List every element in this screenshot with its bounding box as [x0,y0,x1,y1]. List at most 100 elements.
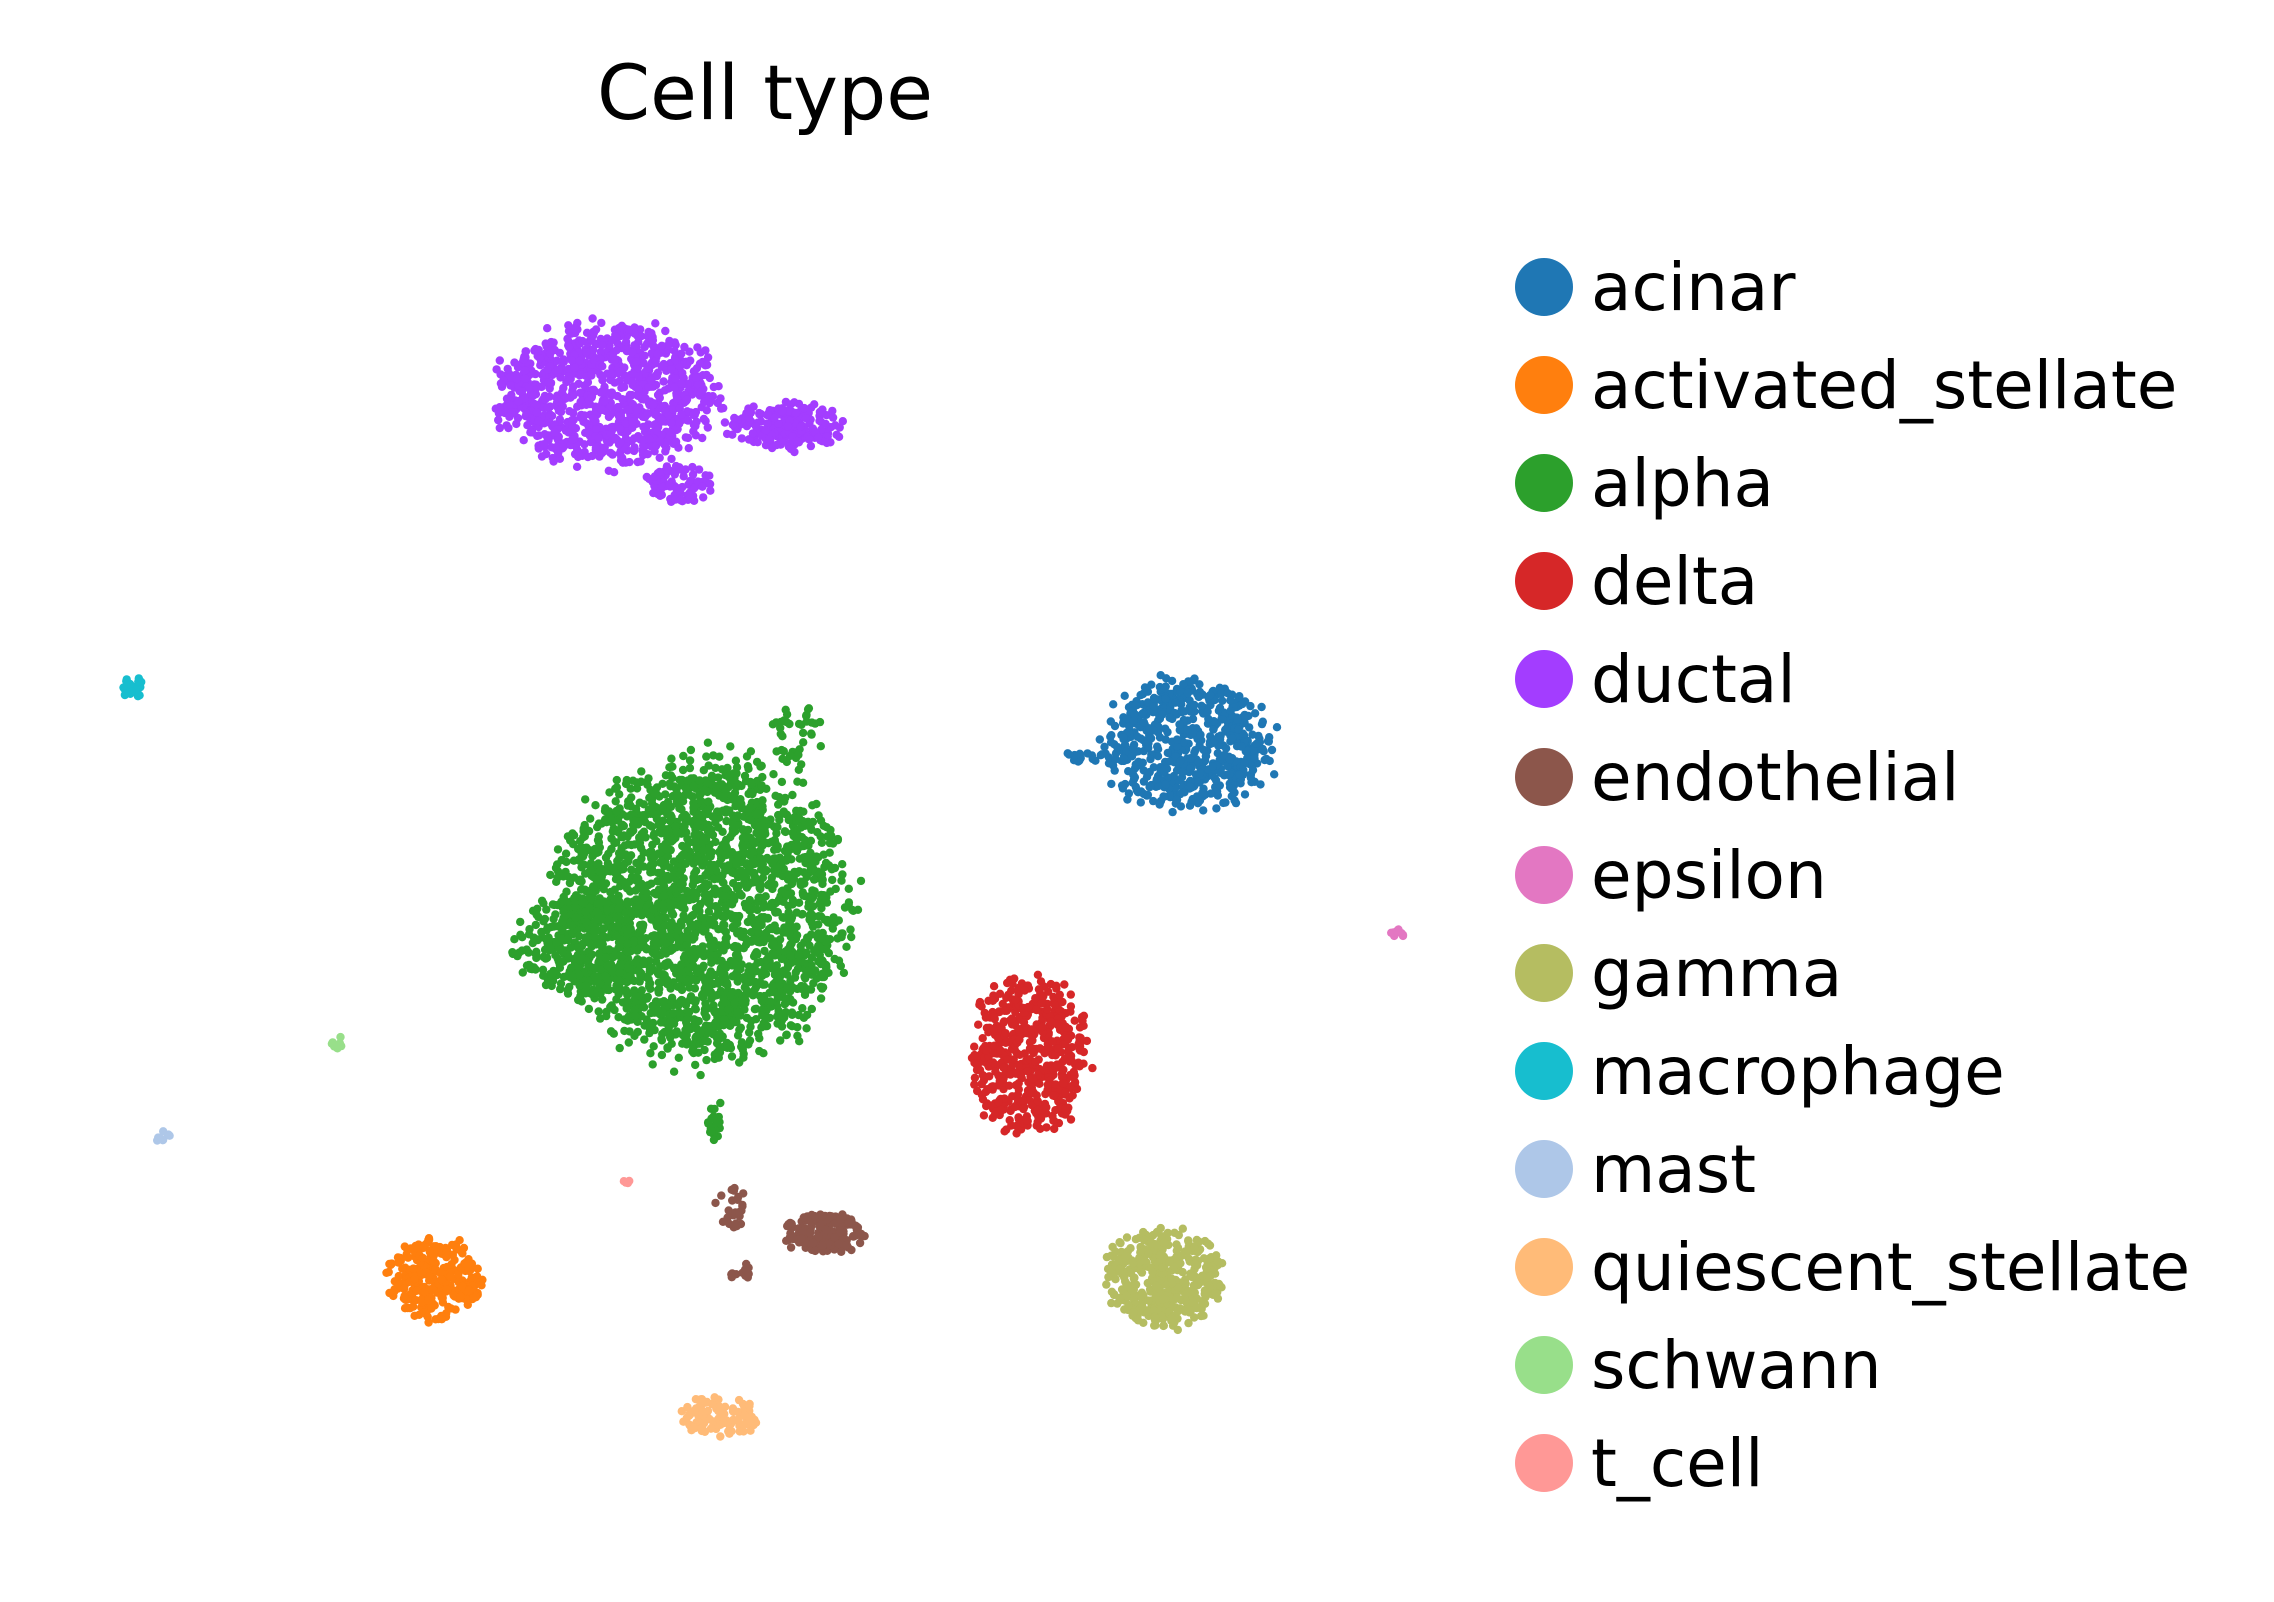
data-point [970,1050,979,1060]
data-point [719,1020,728,1030]
data-point [639,885,648,895]
data-point [803,967,812,976]
data-point [595,899,604,909]
data-point [632,784,642,793]
data-point [631,876,641,885]
data-point [649,831,658,841]
data-point [590,963,599,972]
data-point [399,1284,409,1294]
data-point [690,889,699,899]
data-point [717,891,727,900]
data-point [495,403,504,412]
data-point [799,738,808,747]
data-point [1183,688,1193,698]
data-point [1161,780,1170,789]
data-point [791,968,800,977]
series-alpha [508,704,866,1145]
data-point [754,928,763,937]
data-point [539,952,548,962]
data-point [780,827,790,836]
data-point [735,780,744,790]
data-point [601,972,610,981]
data-point [704,761,713,770]
data-point [1172,735,1182,744]
data-point [647,802,657,812]
data-point [816,742,825,751]
data-point [1176,686,1185,696]
data-point [1120,779,1130,789]
data-point [1267,745,1277,755]
data-point [526,428,535,437]
data-point [773,864,783,873]
data-point [582,917,591,927]
data-point [696,1070,705,1080]
data-point [996,1046,1005,1055]
data-point [602,1007,611,1016]
data-point [534,912,543,922]
data-point [749,952,759,961]
data-point [683,1036,692,1046]
data-point [796,877,806,886]
data-point [1062,1023,1071,1033]
data-point [564,952,573,962]
data-point [638,811,648,820]
data-point [758,967,767,977]
data-point [677,985,687,995]
data-point [710,875,719,884]
data-point [1227,734,1237,743]
data-point [601,879,611,888]
data-point [596,939,605,948]
data-point [1209,725,1218,734]
data-point [561,849,571,858]
data-point [814,920,823,929]
data-point [648,1060,657,1069]
data-point [604,861,614,871]
data-point [1053,1044,1063,1053]
data-point [679,911,688,920]
data-point [586,989,596,998]
data-point [658,1009,667,1018]
data-point [767,837,776,846]
data-point [1075,749,1085,758]
data-point [1158,710,1167,719]
data-point [607,845,616,854]
data-point [1154,781,1163,791]
data-point [988,996,997,1005]
data-point [690,984,700,993]
data-point [1175,720,1184,729]
data-point [410,1274,419,1284]
data-point [807,930,816,939]
data-point [656,877,665,886]
data-point [807,718,817,727]
data-point [553,845,563,854]
data-point [649,1042,658,1051]
data-point [518,968,527,977]
data-point [742,752,752,761]
data-point [1156,671,1165,680]
data-point [387,1259,396,1268]
data-point [1183,725,1192,734]
data-point [1007,1014,1017,1023]
data-point [623,939,632,948]
data-point [795,814,804,823]
data-point [1250,709,1260,718]
data-point [592,875,601,884]
data-point [994,1097,1003,1107]
data-point [822,962,831,972]
data-point [824,861,834,870]
data-point [1237,742,1246,751]
data-point [681,784,690,793]
data-point [1134,757,1143,766]
data-point [778,732,787,741]
data-point [663,797,673,807]
data-point [1119,754,1129,763]
data-point [458,1249,467,1258]
data-point [533,935,542,945]
data-point [716,968,725,977]
data-point [793,1031,802,1041]
data-point [808,886,817,895]
data-point [1219,798,1228,808]
data-point [1041,1089,1050,1099]
data-point [661,913,670,922]
data-point [418,1253,427,1263]
